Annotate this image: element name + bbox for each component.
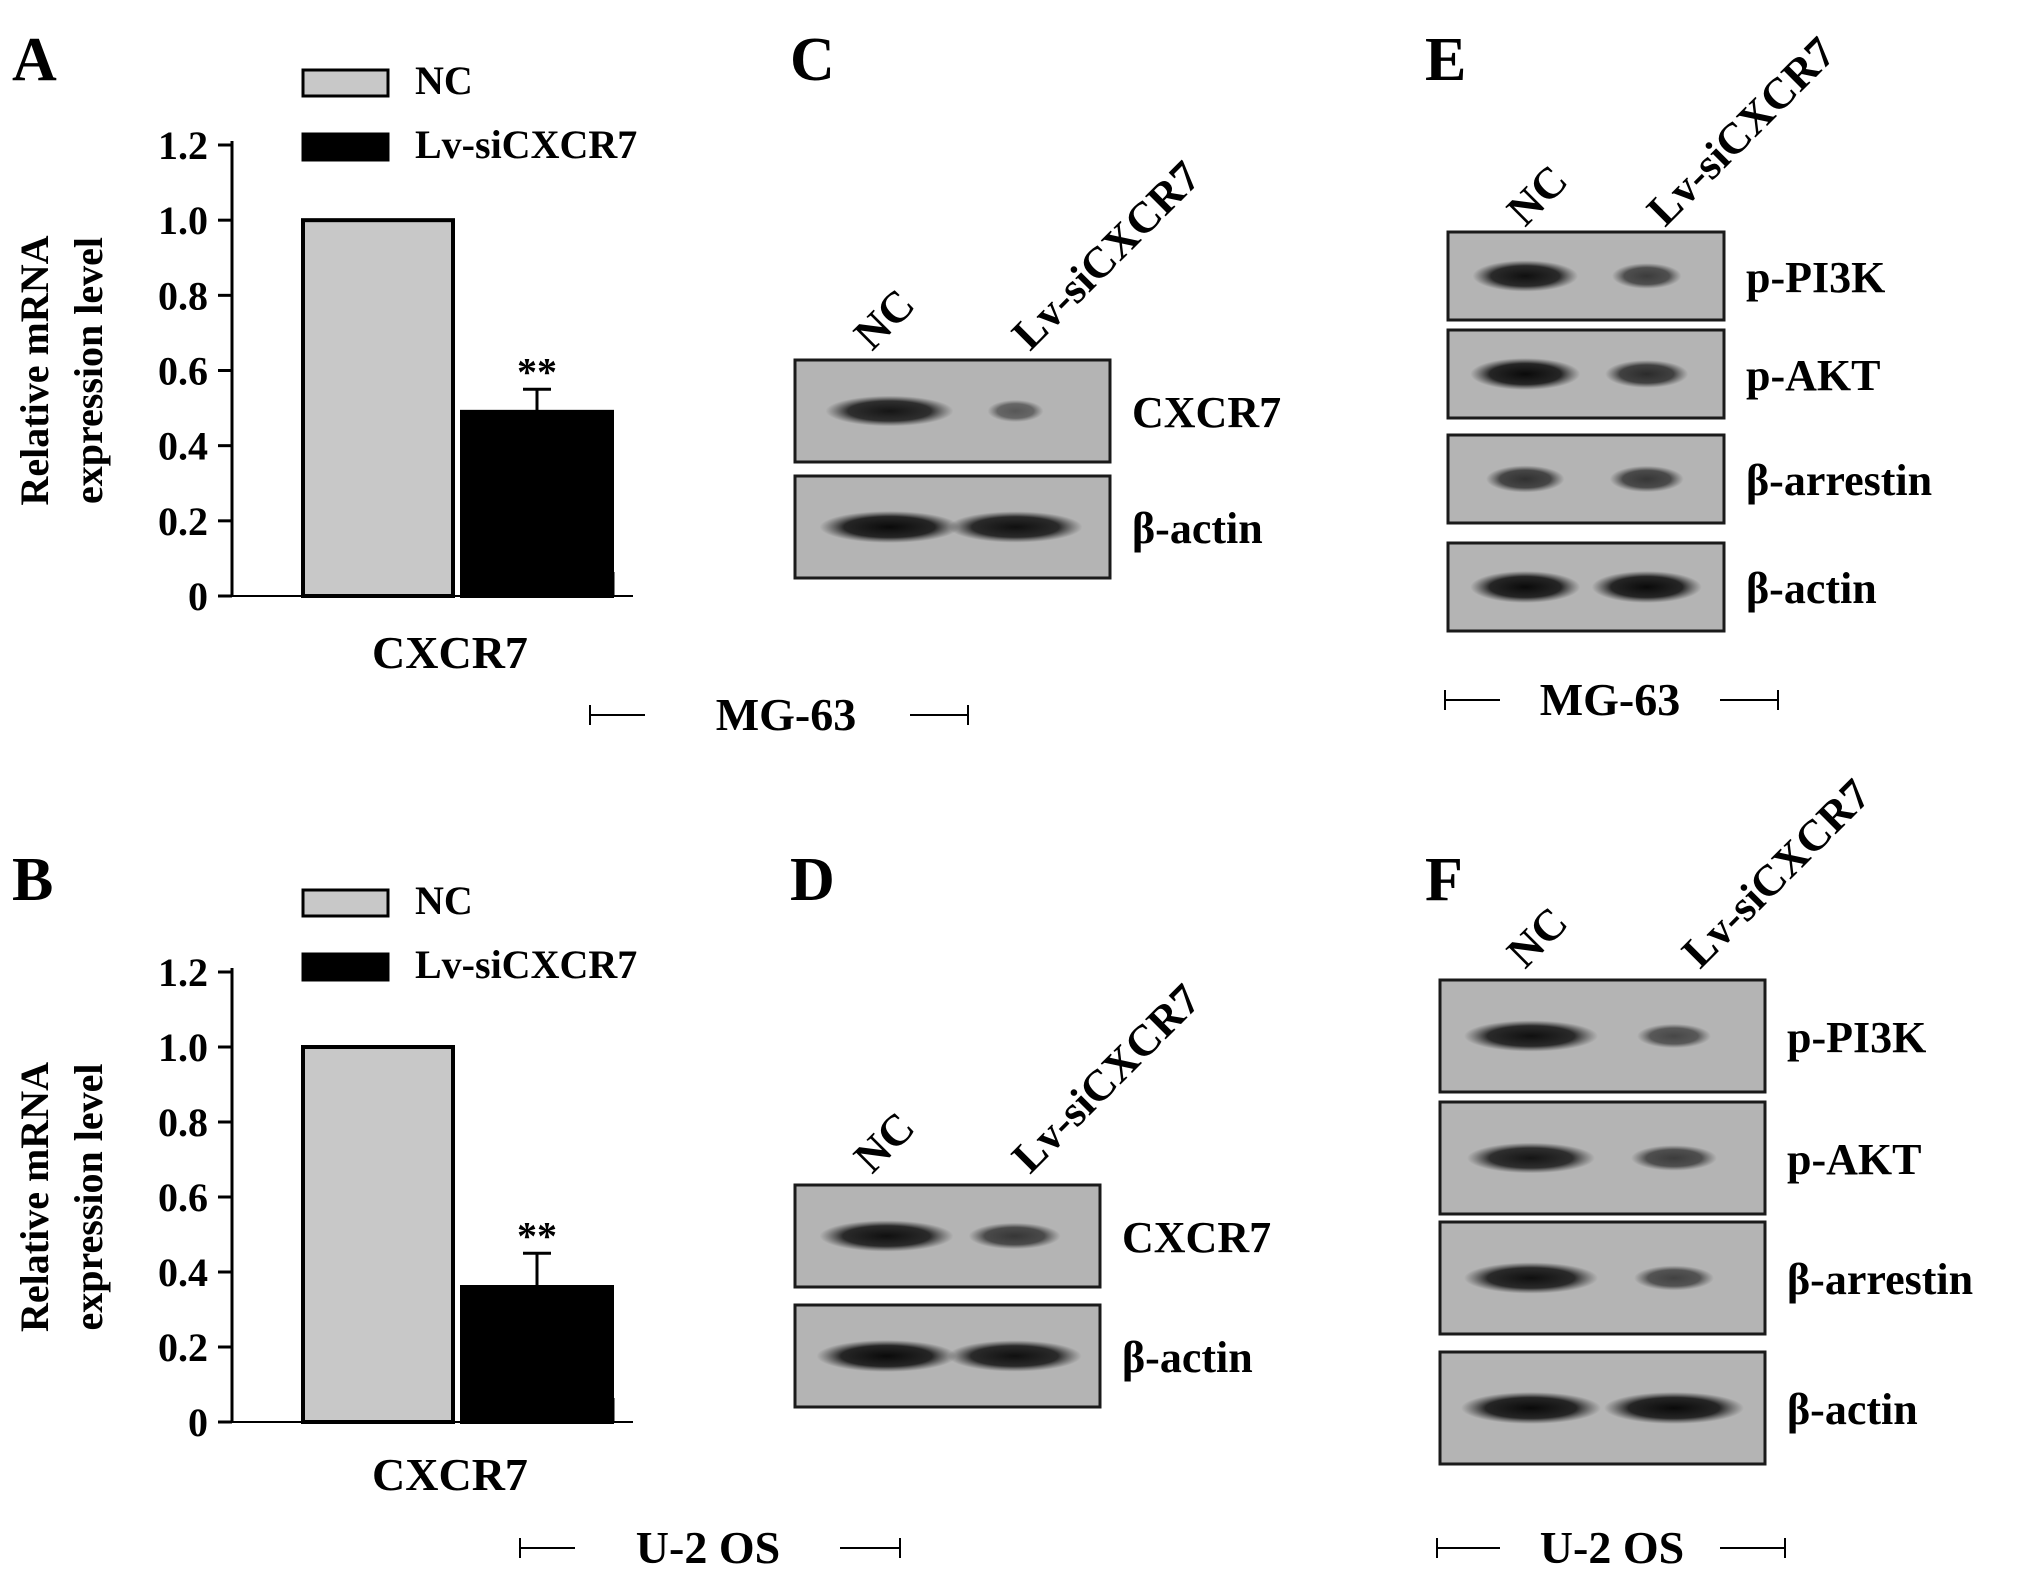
y-tick-label: 1.0 [158,198,208,243]
y-tick-label: 0 [188,574,208,619]
lane-label-lv-sicxcr7: Lv-siCXCR7 [1637,28,1845,236]
panel-letter-a: A [12,26,57,94]
y-tick-label: 0.2 [158,1325,208,1370]
blot-band [948,511,1083,543]
cell-line-label-u2os-f: U-2 OS [1540,1522,1684,1573]
lane-label-nc: NC [1497,155,1577,235]
cell-line-bracket-u2os-f: U-2 OS [1436,1522,1786,1573]
blot-band [825,395,954,427]
blot-band [819,511,960,543]
blot-band [1472,260,1579,292]
lane-label-lv-sicxcr7: Lv-siCXCR7 [1002,152,1210,360]
cell-line-label-u2os-d: U-2 OS [636,1522,780,1573]
band-label: p-PI3K [1746,253,1885,302]
y-tick-label: 0.6 [158,349,208,394]
blot-band [947,1340,1082,1372]
band-label: β-actin [1787,1385,1918,1434]
legend-swatch-lv-sicxcr7 [301,952,390,982]
lane-label-nc: NC [844,279,924,359]
y-axis-label: Relative mRNA [12,1062,57,1332]
lane-label-nc: NC [844,1102,924,1182]
band-label: β-actin [1746,564,1877,613]
legend-swatch-lv-sicxcr7 [301,132,390,162]
y-axis-label-line2: expression level [66,1063,111,1330]
bar-nc [301,218,455,599]
western-blot-e: NC Lv-siCXCR7 p-PI3K p-AKT β-arrestin β-actin [1446,28,1932,633]
significance-annotation: ** [517,349,557,394]
legend-label-lv-sicxcr7: Lv-siCXCR7 [415,122,637,167]
panel-letter-d: D [790,846,835,914]
lane-label-lv-sicxcr7: Lv-siCXCR7 [1672,770,1880,978]
bar-lv-sicxcr7 [460,409,614,599]
panel-letter-b: B [12,846,53,914]
western-blot-c: NC Lv-siCXCR7 CXCR7 β-actin [793,152,1281,580]
cell-line-label-mg63-e: MG-63 [1540,674,1681,725]
lane-label-lv-sicxcr7: Lv-siCXCR7 [1002,975,1210,1183]
bar-chart-a: NC Lv-siCXCR7 0 0.2 0.4 0.6 0.8 1.0 1.2 Relative … [12,58,637,678]
y-tick-label: 0 [188,1400,208,1445]
y-axis-label: Relative mRNA [12,235,57,505]
blot-band [1486,465,1565,493]
blot-band [1631,1145,1717,1171]
significance-annotation: ** [517,1213,557,1258]
blot-band [1604,1392,1744,1424]
western-blot-f: NC Lv-siCXCR7 p-PI3K p-AKT β-arrestin β-actin [1438,770,1973,1466]
x-axis-label: CXCR7 [372,627,528,678]
blot-band [1637,1023,1711,1049]
panel-letter-e: E [1425,26,1466,94]
cell-line-bracket-mg63-e: MG-63 [1444,674,1779,725]
y-tick-label: 1.0 [158,1025,208,1070]
blot-band [1470,571,1581,603]
blot-band [1605,360,1689,388]
legend-label-nc: NC [415,878,473,923]
x-axis-label: CXCR7 [372,1449,528,1500]
cell-line-label-mg63-c: MG-63 [716,689,857,740]
y-tick-label: 1.2 [158,123,208,168]
blot-band [1470,358,1581,390]
legend-swatch-nc [301,68,390,98]
western-blot-d: NC Lv-siCXCR7 CXCR7 β-actin [793,975,1271,1409]
blot-band [1464,1262,1598,1294]
y-tick-label: 0.2 [158,499,208,544]
y-axis-label-line2: expression level [66,237,111,504]
bar-chart-b: NC Lv-siCXCR7 0 0.2 0.4 0.6 0.8 1.0 1.2 Relative … [12,878,637,1500]
blot-band [1611,263,1682,289]
bar-nc [301,1045,455,1424]
band-label: p-PI3K [1787,1013,1926,1062]
blot-band [1591,571,1702,603]
panel-letter-c: C [790,26,835,94]
blot-band [968,1222,1061,1250]
band-label: CXCR7 [1132,388,1281,437]
blot-band [1464,1020,1598,1052]
panel-letter-f: F [1425,846,1463,914]
band-label: p-AKT [1746,351,1880,400]
y-tick-label: 0.8 [158,273,208,318]
band-label: β-actin [1132,504,1263,553]
band-label: β-arrestin [1787,1255,1973,1304]
band-label: p-AKT [1787,1135,1921,1184]
blot-band [1467,1142,1595,1174]
y-tick-label: 1.2 [158,950,208,995]
blot-band [819,1220,954,1252]
blot-band [1634,1265,1714,1291]
cell-line-bracket-u2os-d: U-2 OS [519,1522,901,1573]
y-tick-label: 0.6 [158,1175,208,1220]
band-label: β-arrestin [1746,456,1932,505]
y-tick-label: 0.8 [158,1100,208,1145]
legend-label-nc: NC [415,58,473,103]
y-tick-label: 0.4 [158,1250,208,1295]
band-label: β-actin [1122,1333,1253,1382]
cell-line-bracket-mg63-c: MG-63 [589,689,969,740]
legend-label-lv-sicxcr7: Lv-siCXCR7 [415,942,637,987]
blot-band [1461,1392,1601,1424]
legend-swatch-nc [301,888,390,918]
y-tick-label: 0.4 [158,424,208,469]
bar-lv-sicxcr7 [460,1285,614,1424]
blot-band [816,1340,957,1372]
lane-label-nc: NC [1497,897,1577,977]
blot-band [1609,465,1684,493]
blot-band [987,399,1044,423]
band-label: CXCR7 [1122,1213,1271,1262]
